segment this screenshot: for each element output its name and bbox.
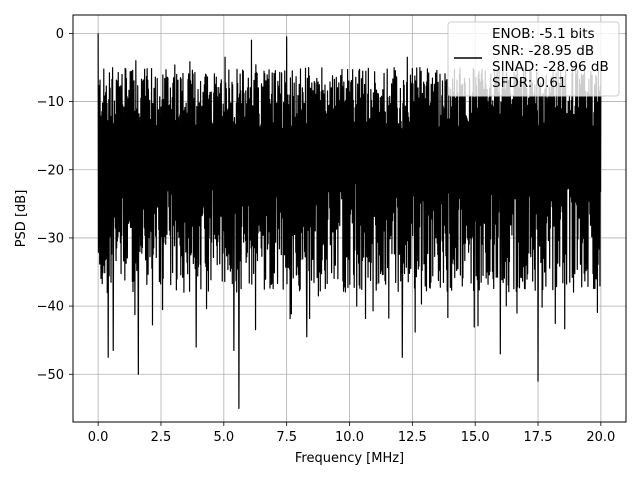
y-tick-label: −50 [37,368,64,383]
x-tick-label: 0.0 [88,430,109,445]
legend-entry-sinad: SINAD: -28.96 dB [492,59,609,75]
x-tick-label: 17.5 [524,430,553,445]
y-tick-label: −30 [37,231,64,246]
legend-box [447,21,620,97]
y-tick-label: 0 [56,27,64,42]
x-tick-label: 5.0 [213,430,234,445]
x-tick-label: 12.5 [398,430,427,445]
x-tick-label: 10.0 [335,430,364,445]
x-tick-label: 7.5 [276,430,297,445]
x-tick-label: 2.5 [151,430,172,445]
y-tick-label: −40 [37,300,64,315]
y-tick-label: −10 [37,95,64,110]
psd-series-line [97,33,602,409]
x-tick-label: 15.0 [461,430,490,445]
legend-entry-enob: ENOB: -5.1 bits [492,26,595,42]
ticks: 0.0 2.5 5.0 7.5 10.0 12.5 15.0 17.5 20.0 0 −10 −20 −… [37,27,616,445]
y-axis-label: PSD [dB] [14,190,29,248]
legend: ENOB: -5.1 bits SNR: -28.95 dB SINAD: -2… [447,21,620,97]
x-axis-label: Frequency [MHz] [295,451,404,466]
plot-area [97,33,602,409]
x-tick-label: 20.0 [586,430,615,445]
legend-entry-sfdr: SFDR: 0.61 [492,75,567,91]
legend-entry-snr: SNR: -28.95 dB [492,43,594,59]
y-tick-label: −20 [37,163,64,178]
